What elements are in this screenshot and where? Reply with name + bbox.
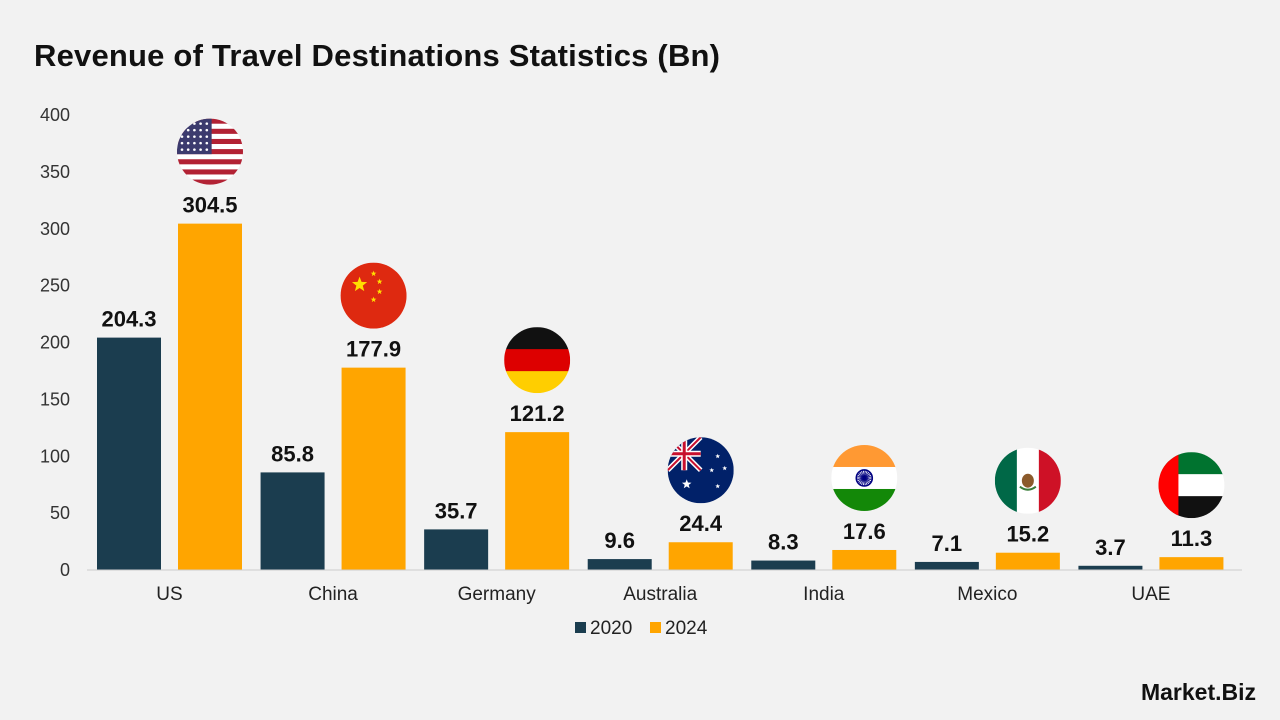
bar-china-2020 bbox=[260, 472, 325, 570]
y-tick-label: 400 bbox=[40, 105, 70, 125]
chart-title: Revenue of Travel Destinations Statistic… bbox=[34, 38, 721, 73]
y-tick-label: 350 bbox=[40, 162, 70, 182]
bar-australia-2020 bbox=[587, 559, 652, 570]
data-label: 24.4 bbox=[679, 511, 723, 536]
bar-germany-2020 bbox=[424, 529, 489, 570]
uae-flag-icon bbox=[1158, 452, 1225, 519]
category-label: Australia bbox=[623, 584, 697, 605]
y-tick-label: 100 bbox=[40, 446, 70, 466]
bar-india-2024 bbox=[832, 549, 897, 570]
mexico-flag-icon bbox=[994, 447, 1061, 514]
category-label: China bbox=[308, 584, 358, 605]
brand-logo: Market.Biz bbox=[1141, 679, 1256, 706]
data-label: 85.8 bbox=[271, 441, 314, 466]
bar-india-2020 bbox=[751, 560, 816, 570]
legend-label: 2024 bbox=[665, 618, 708, 639]
data-label: 9.6 bbox=[604, 528, 635, 553]
legend: 2020 2024 bbox=[575, 618, 708, 639]
data-label: 204.3 bbox=[101, 307, 156, 332]
category-label: Mexico bbox=[957, 584, 1017, 605]
bar-mexico-2020 bbox=[914, 561, 979, 570]
india-flag-icon bbox=[831, 444, 898, 511]
bar-australia-2024 bbox=[668, 542, 733, 570]
bar-us-2024 bbox=[178, 223, 242, 570]
data-label: 121.2 bbox=[510, 401, 565, 426]
bar-us-2020 bbox=[97, 337, 161, 570]
data-label: 177.9 bbox=[346, 337, 401, 362]
data-label: 8.3 bbox=[768, 530, 799, 555]
bar-uae-2020 bbox=[1078, 565, 1143, 570]
data-label: 3.7 bbox=[1095, 535, 1126, 560]
flags bbox=[177, 118, 1225, 519]
australia-flag-icon bbox=[667, 437, 734, 504]
category-label: Germany bbox=[458, 584, 537, 605]
category-label: India bbox=[803, 584, 845, 605]
legend-swatch-2020 bbox=[575, 622, 586, 633]
bar-china-2024 bbox=[341, 367, 406, 570]
data-label: 17.6 bbox=[843, 519, 886, 544]
bars bbox=[97, 223, 1224, 570]
y-tick-label: 300 bbox=[40, 219, 70, 239]
data-labels: 204.3 304.5 85.8 177.9 35.7 121.2 9.6 24.4 8.3 17… bbox=[101, 193, 1212, 560]
y-tick-label: 150 bbox=[40, 389, 70, 409]
x-axis: US China Germany Australia India Mexico UAE bbox=[87, 569, 1242, 605]
data-label: 35.7 bbox=[435, 498, 478, 523]
legend-label: 2020 bbox=[590, 618, 632, 639]
category-label: US bbox=[156, 584, 182, 605]
germany-flag-icon bbox=[504, 327, 571, 394]
y-tick-label: 50 bbox=[50, 503, 70, 523]
china-flag-icon bbox=[340, 262, 407, 329]
legend-swatch-2024 bbox=[650, 622, 661, 633]
y-tick-label: 200 bbox=[40, 333, 70, 353]
y-axis: 0 50 100 150 200 250 300 350 400 bbox=[40, 105, 70, 580]
bar-germany-2024 bbox=[505, 432, 570, 570]
data-label: 7.1 bbox=[932, 531, 963, 556]
category-label: UAE bbox=[1131, 584, 1170, 605]
data-label: 304.5 bbox=[182, 193, 237, 218]
data-label: 11.3 bbox=[1171, 526, 1213, 551]
bar-mexico-2024 bbox=[995, 552, 1060, 570]
bar-uae-2024 bbox=[1159, 557, 1224, 570]
us-flag-icon bbox=[177, 118, 243, 185]
y-tick-label: 250 bbox=[40, 276, 70, 296]
brand-logo-text: Market.Biz bbox=[1140, 679, 1256, 705]
y-tick-label: 0 bbox=[60, 560, 70, 580]
data-label: 15.2 bbox=[1006, 522, 1049, 547]
